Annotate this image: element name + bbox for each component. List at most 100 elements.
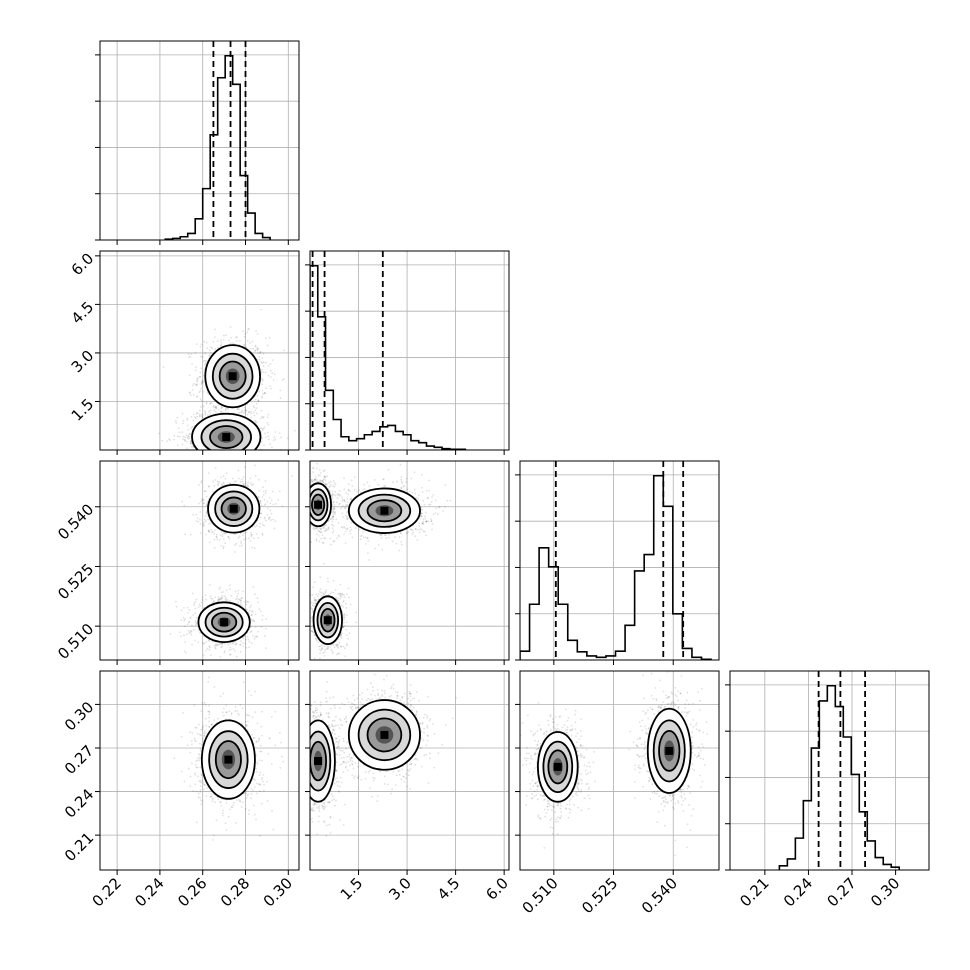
- histogram-0: [164, 54, 271, 240]
- sample-point: [222, 533, 224, 536]
- sample-point: [215, 406, 218, 409]
- sample-point: [314, 478, 316, 481]
- sample-point: [189, 617, 192, 620]
- sample-point: [227, 536, 230, 538]
- sample-point: [195, 457, 197, 459]
- sample-point: [240, 665, 242, 667]
- sample-point: [227, 643, 230, 646]
- sample-point: [206, 454, 208, 456]
- sample-point: [301, 520, 303, 522]
- sample-point: [259, 417, 262, 420]
- sample-point: [217, 408, 220, 411]
- sample-point: [304, 512, 306, 514]
- sample-point: [254, 421, 257, 424]
- sample-point: [257, 399, 260, 402]
- sample-point: [221, 468, 223, 470]
- sample-point: [250, 642, 253, 644]
- sample-point: [322, 527, 325, 530]
- sample-point: [217, 404, 220, 406]
- sample-point: [208, 639, 211, 642]
- sample-point: [213, 538, 216, 541]
- sample-point: [251, 613, 253, 616]
- sample-point: [234, 643, 237, 646]
- sample-point: [208, 530, 210, 533]
- sample-point: [248, 646, 251, 648]
- sample-point: [331, 531, 334, 534]
- sample-point: [208, 523, 210, 525]
- sample-point: [301, 494, 303, 496]
- sample-point: [191, 624, 193, 627]
- sample-point: [221, 642, 224, 645]
- sample-point: [208, 466, 210, 468]
- sample-point: [200, 481, 203, 484]
- sample-point: [203, 374, 205, 377]
- sample-point: [221, 645, 223, 648]
- sample-point: [405, 477, 408, 480]
- sample-point: [307, 490, 309, 492]
- sample-point: [193, 602, 196, 605]
- sample-point: [201, 416, 204, 419]
- sample-point: [196, 412, 198, 414]
- sample-point: [184, 439, 186, 442]
- sample-point: [178, 435, 181, 438]
- sample-point: [223, 532, 226, 535]
- sample-point: [230, 458, 232, 460]
- sample-point: [254, 474, 257, 477]
- sample-point: [219, 451, 221, 453]
- sample-point: [199, 415, 201, 417]
- sample-point: [238, 340, 241, 342]
- sample-point: [198, 415, 201, 418]
- sample-point: [242, 538, 245, 541]
- sample-point: [220, 476, 222, 479]
- sample-point: [260, 427, 262, 430]
- sample-point: [263, 426, 266, 429]
- sample-point: [308, 495, 310, 497]
- sample-point: [302, 484, 304, 486]
- sample-point: [332, 530, 335, 532]
- sample-point: [199, 605, 202, 607]
- sample-point: [250, 604, 252, 607]
- sample-point: [259, 522, 261, 525]
- sample-point: [329, 483, 332, 486]
- sample-point: [265, 647, 267, 649]
- sample-point: [414, 528, 417, 530]
- sample-point: [210, 452, 212, 454]
- sample-point: [257, 399, 260, 401]
- sample-point: [430, 501, 433, 503]
- sample-point: [209, 352, 212, 355]
- sample-point: [315, 538, 318, 541]
- sample-point: [246, 452, 248, 454]
- sample-point: [183, 438, 186, 441]
- sample-point: [334, 511, 336, 513]
- sample-point: [235, 643, 238, 646]
- sample-point: [232, 642, 234, 645]
- sample-point: [420, 528, 423, 531]
- y-tick-label: 1.5: [68, 395, 98, 425]
- sample-point: [256, 348, 259, 351]
- sample-point: [186, 606, 189, 609]
- sample-point: [258, 490, 261, 492]
- sample-point: [306, 511, 308, 513]
- sample-point: [236, 595, 239, 598]
- sample-point: [248, 640, 251, 643]
- sample-point: [320, 528, 322, 531]
- sample-point: [199, 398, 202, 401]
- sample-point: [195, 520, 198, 522]
- sample-point: [255, 524, 258, 527]
- sample-point: [216, 453, 218, 455]
- sample-point: [252, 452, 254, 454]
- sample-point: [325, 524, 327, 526]
- sample-point: [206, 391, 209, 394]
- sample-point: [224, 595, 226, 598]
- sample-point: [239, 453, 241, 455]
- sample-point: [239, 455, 241, 457]
- sample-point: [200, 413, 203, 416]
- sample-point: [297, 482, 299, 484]
- sample-point: [249, 606, 252, 609]
- sample-point: [221, 406, 224, 409]
- sample-point: [262, 494, 265, 496]
- sample-point: [196, 453, 198, 455]
- sample-point: [265, 436, 267, 438]
- sample-point: [339, 494, 342, 496]
